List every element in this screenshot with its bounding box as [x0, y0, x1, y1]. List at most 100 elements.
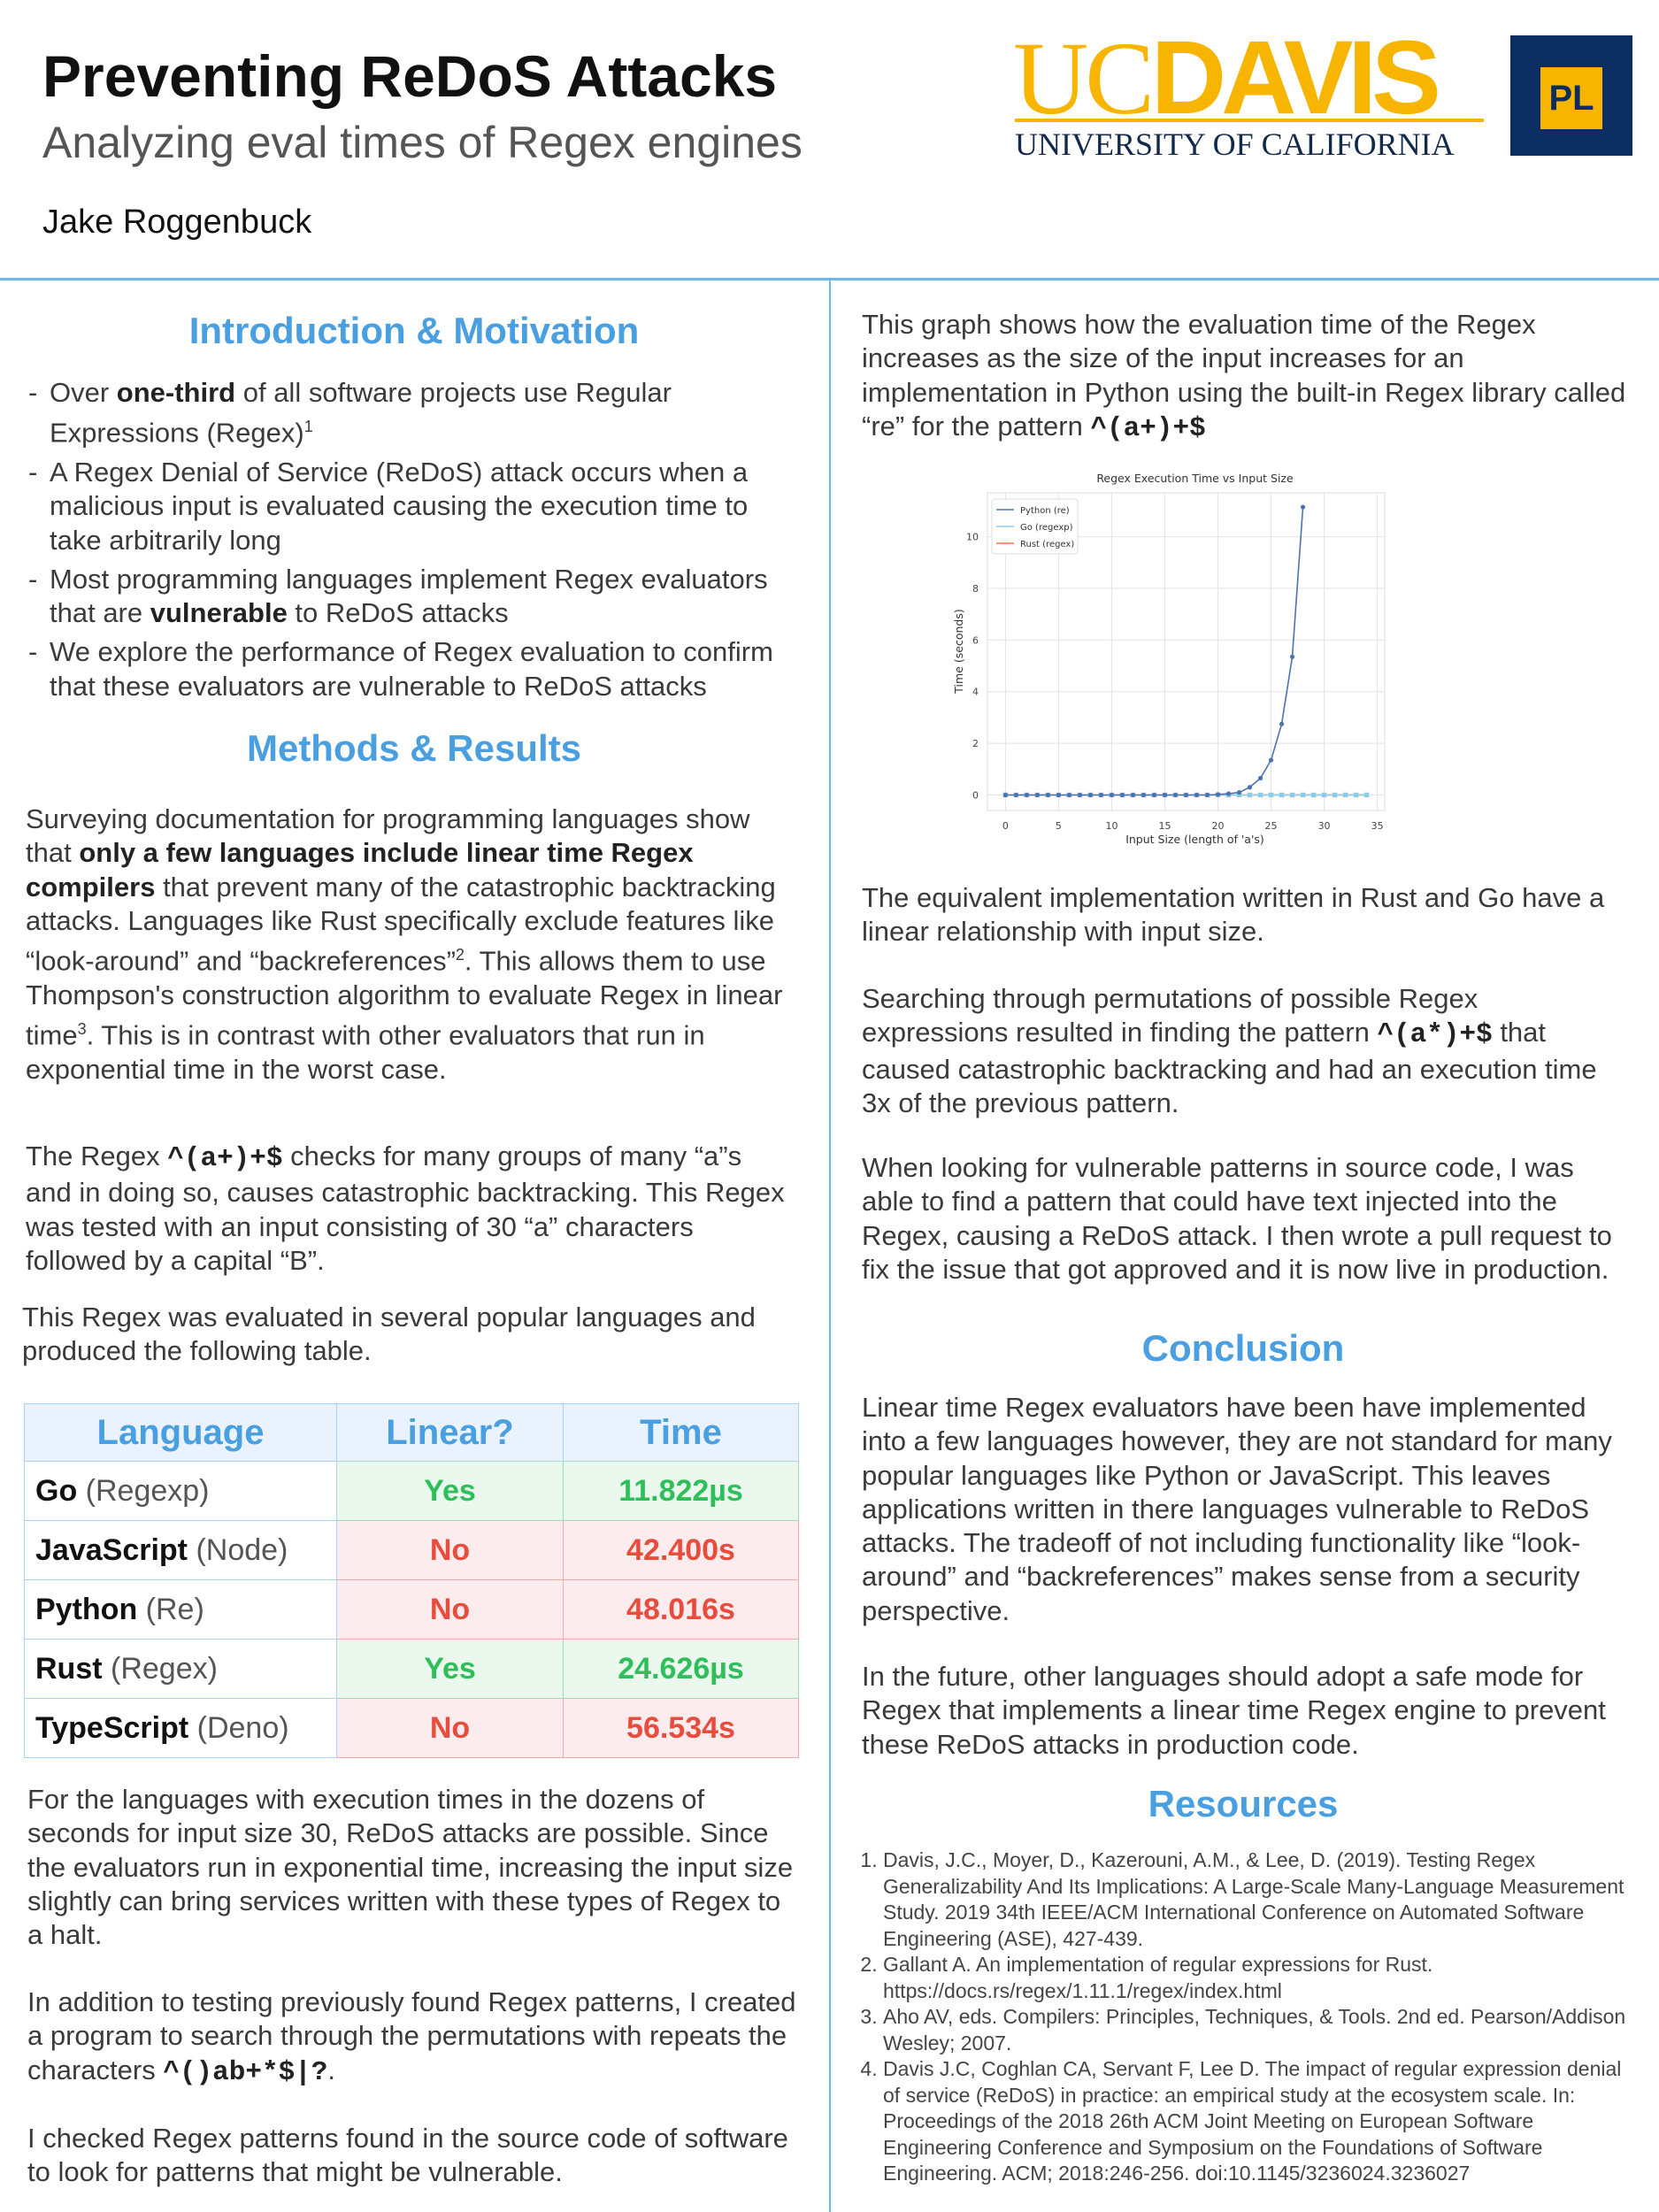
methods-paragraph-4: For the languages with execution times i… — [27, 1783, 797, 1952]
engine-name: (Node) — [196, 1532, 288, 1567]
language-cell: JavaScript (Node) — [24, 1520, 337, 1580]
language-name: JavaScript — [35, 1532, 188, 1567]
table-row: JavaScript (Node) No 42.400s — [24, 1520, 799, 1580]
x-tick-label: 35 — [1371, 820, 1384, 832]
x-tick-label: 20 — [1212, 820, 1225, 832]
python-data-point — [1098, 792, 1104, 798]
text-run: . This is in contrast with other evaluat… — [26, 1019, 705, 1085]
x-tick-label: 25 — [1265, 820, 1278, 832]
python-data-point — [1056, 792, 1062, 798]
python-data-point — [1236, 789, 1242, 795]
intro-bullet: We explore the performance of Regex eval… — [25, 635, 803, 703]
language-cell: Python (Re) — [24, 1579, 337, 1640]
go-data-point — [1279, 792, 1285, 798]
text-run: The equivalent implementation written in… — [862, 882, 1605, 948]
text-run: . — [327, 2054, 335, 2085]
pl-badge: PL — [1510, 35, 1632, 156]
poster-subtitle: Analyzing eval times of Regex engines — [42, 118, 803, 167]
python-data-point — [1225, 791, 1232, 796]
resources-heading: Resources — [1148, 1783, 1339, 1824]
reference-item: Davis, J.C., Moyer, D., Kazerouni, A.M.,… — [883, 1847, 1626, 1952]
python-data-point — [1109, 792, 1115, 798]
text-run: . This allows them to use Thompson's con… — [26, 945, 783, 1051]
python-data-point — [1151, 792, 1157, 798]
table-header-row: Language Linear? Time — [24, 1403, 799, 1462]
uc-davis-subtitle: UNIVERSITY OF CALIFORNIA — [1015, 127, 1455, 162]
go-data-point — [1363, 792, 1370, 798]
python-data-point — [1013, 792, 1019, 798]
y-axis-label: Time (seconds) — [952, 609, 965, 694]
table-row: Go (Regexp) Yes 11.822µs — [24, 1461, 799, 1521]
language-cell: Go (Regexp) — [24, 1461, 337, 1521]
citation-superscript: 1 — [303, 418, 313, 436]
time-cell: 11.822µs — [563, 1461, 799, 1521]
x-axis-label: Input Size (length of 'a's) — [1125, 833, 1264, 846]
regex-pattern: ^()ab+*$|? — [163, 2056, 328, 2088]
linear-cell: Yes — [336, 1461, 564, 1521]
text-run: For the languages with execution times i… — [27, 1784, 794, 1951]
linear-cell: No — [336, 1520, 564, 1580]
author-name: Jake Roggenbuck — [42, 204, 312, 241]
text-run: checks for many groups of many “a”s and … — [26, 1141, 785, 1276]
chart-title: Regex Execution Time vs Input Size — [1096, 472, 1294, 485]
poster-title: Preventing ReDoS Attacks — [42, 43, 778, 109]
time-cell: 42.400s — [563, 1520, 799, 1580]
conclusion-paragraph-1: Linear time Regex evaluators have been h… — [862, 1391, 1632, 1628]
text-run: Most programming languages implement Reg… — [50, 563, 768, 629]
time-cell: 48.016s — [563, 1579, 799, 1640]
python-data-point — [1215, 792, 1221, 797]
python-data-point — [1066, 792, 1072, 798]
python-data-point — [1172, 792, 1179, 798]
column-divider — [829, 280, 831, 2212]
language-cell: Rust (Regex) — [24, 1639, 337, 1699]
conclusion-heading: Conclusion — [1141, 1327, 1345, 1369]
text-run: Surveying documentation for programming … — [26, 803, 750, 869]
header-linear: Linear? — [336, 1403, 564, 1462]
engine-name: (Regex) — [111, 1651, 218, 1686]
methods-paragraph-1: Surveying documentation for programming … — [26, 803, 795, 1087]
y-tick-label: 10 — [966, 532, 979, 543]
python-data-point — [1300, 504, 1306, 510]
text-run: of all software projects use Regular Exp… — [50, 377, 672, 449]
citation-superscript: 3 — [77, 1020, 87, 1039]
right-paragraph-4: When looking for vulnerable patterns in … — [862, 1151, 1632, 1286]
python-data-point — [1045, 792, 1051, 798]
python-data-point — [1024, 792, 1030, 798]
text-run: When looking for vulnerable patterns in … — [862, 1152, 1612, 1285]
legend-label: Go (regexp) — [1020, 523, 1073, 533]
table-row: Rust (Regex) Yes 24.626µs — [24, 1639, 799, 1699]
intro-heading: Introduction & Motivation — [188, 310, 640, 351]
y-tick-label: 8 — [972, 583, 979, 595]
x-tick-label: 0 — [1002, 820, 1009, 832]
methods-paragraph-6: I checked Regex patterns found in the so… — [27, 2122, 797, 2190]
right-paragraph-2: The equivalent implementation written in… — [862, 881, 1632, 949]
text-run: This Regex was evaluated in several popu… — [22, 1302, 756, 1367]
python-data-point — [1087, 792, 1094, 798]
reference-item: Davis J.C, Coghlan CA, Servant F, Lee D.… — [883, 2056, 1626, 2187]
methods-paragraph-3: This Regex was evaluated in several popu… — [22, 1301, 792, 1369]
methods-heading: Methods & Results — [246, 727, 582, 769]
text-run: The Regex — [26, 1141, 168, 1171]
text-run: that prevent many of the catastrophic ba… — [26, 871, 776, 977]
methods-paragraph-2: The Regex ^(a+)+$ checks for many groups… — [26, 1140, 787, 1278]
reference-item: Aho AV, eds. Compilers: Principles, Tech… — [883, 2004, 1626, 2056]
python-data-point — [1141, 792, 1147, 798]
language-name: Go — [35, 1473, 78, 1508]
results-table: Language Linear? Time Go (Regexp) Yes 11.8… — [24, 1403, 799, 1758]
x-tick-label: 10 — [1105, 820, 1118, 832]
python-data-point — [1183, 792, 1189, 798]
text-run: This graph shows how the evaluation time… — [862, 309, 1626, 442]
bold-text: only a few languages include linear time… — [26, 837, 694, 902]
citation-superscript: 2 — [455, 946, 465, 964]
python-data-point — [1119, 792, 1125, 798]
go-data-point — [1289, 792, 1295, 798]
conclusion-paragraph-2: In the future, other languages should ad… — [862, 1660, 1632, 1762]
bold-text: vulnerable — [150, 597, 288, 629]
right-paragraph-3: Searching through permutations of possib… — [862, 982, 1632, 1120]
regex-pattern: ^(a*)+$ — [1377, 1019, 1493, 1051]
intro-bullet: Most programming languages implement Reg… — [25, 563, 803, 631]
table-row: Python (Re) No 48.016s — [24, 1579, 799, 1640]
y-tick-label: 2 — [972, 738, 979, 749]
y-tick-label: 6 — [972, 634, 979, 646]
graph-description: This graph shows how the evaluation time… — [862, 308, 1632, 446]
